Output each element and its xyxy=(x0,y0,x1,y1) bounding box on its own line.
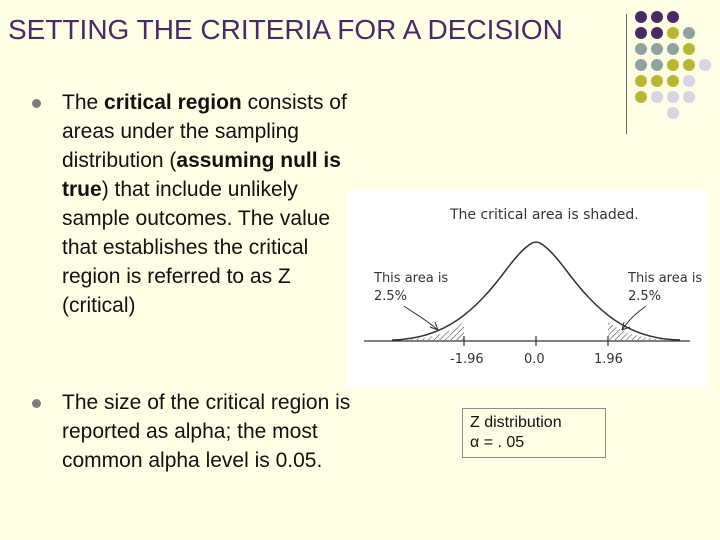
normal-curve xyxy=(391,241,681,341)
bullet-item-alpha: The size of the critical region is repor… xyxy=(30,388,382,475)
right-tail-shaded xyxy=(608,322,680,340)
decorative-divider xyxy=(626,14,627,134)
bullet-dot-icon xyxy=(32,99,41,108)
z-distribution-label: Z distribution xyxy=(470,414,562,431)
figure-caption: The critical area is shaded. xyxy=(449,207,639,223)
bullet-dot-icon xyxy=(32,399,41,408)
bullet-item-critical-region: The critical region consists of areas un… xyxy=(30,88,360,320)
bullet-text-part: ) that include unlikely sample outcomes.… xyxy=(62,178,331,317)
left-arrowhead xyxy=(429,321,439,331)
z-distribution-box: Z distribution α = . 05 xyxy=(462,408,606,458)
left-annotation-line2: 2.5% xyxy=(374,289,407,304)
tick-label-center: 0.0 xyxy=(524,352,545,367)
right-annotation-line2: 2.5% xyxy=(628,289,661,304)
bullet-text-emphasis: critical region xyxy=(104,91,242,114)
bullet-text-emphasis: assuming null is true xyxy=(62,149,341,201)
decorative-dot-grid xyxy=(634,10,718,120)
left-arrow-icon xyxy=(403,305,439,331)
alpha-value: α = . 05 xyxy=(470,434,525,451)
slide-title: SETTING THE CRITERIA FOR A DECISION xyxy=(8,14,563,45)
right-arrowhead xyxy=(621,321,631,331)
tick-label-left: -1.96 xyxy=(450,352,484,367)
right-annotation-line1: This area is xyxy=(627,271,702,286)
left-tail-shaded xyxy=(392,322,464,340)
tick-label-right: 1.96 xyxy=(594,352,623,367)
left-annotation-line1: This area is xyxy=(373,271,448,286)
bullet-text-part: consists of areas under the sampling dis… xyxy=(62,91,347,172)
right-arrow-icon xyxy=(621,305,647,331)
bullet-text: The size of the critical region is repor… xyxy=(62,391,351,472)
normal-curve-figure: The critical area is shaded. -1.96 0.0 1… xyxy=(346,190,708,387)
bullet-text-part: The xyxy=(62,91,105,114)
